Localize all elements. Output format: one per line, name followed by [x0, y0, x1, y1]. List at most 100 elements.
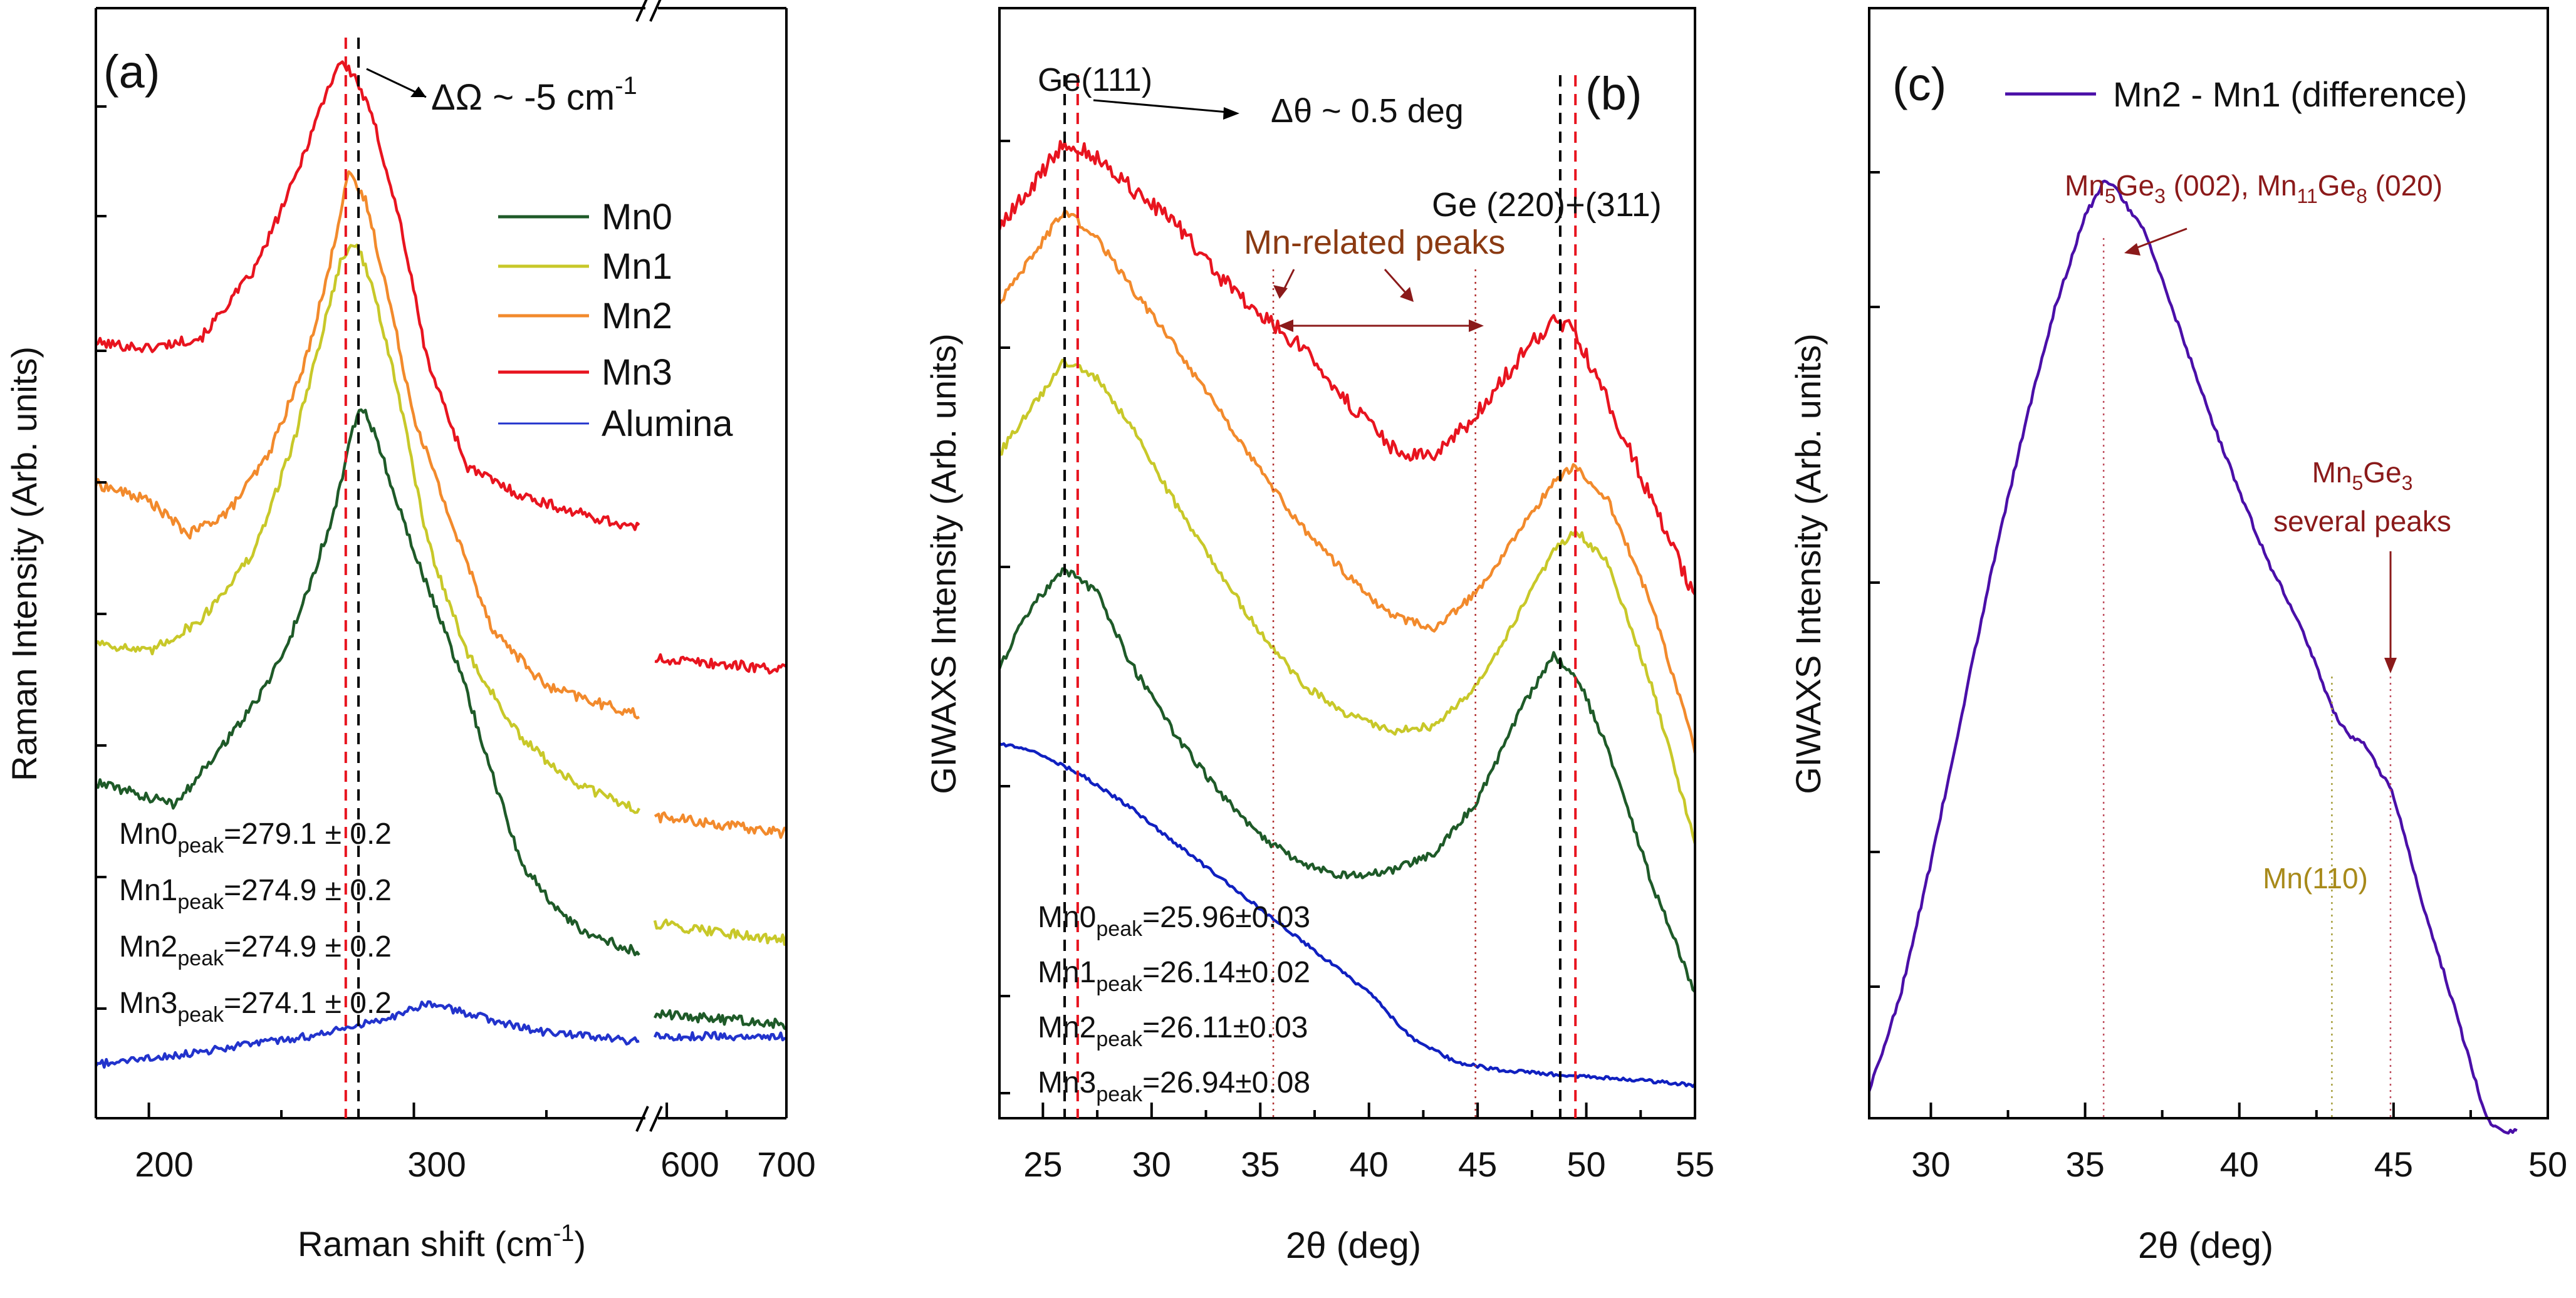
x-tick-label: 45	[2374, 1145, 2413, 1184]
x-tick-label: 55	[1676, 1145, 1714, 1184]
panel-c-ticks	[1869, 171, 2549, 1118]
panel-a-axis-break-bottom	[635, 1106, 663, 1132]
legend-label-difference: Mn2 - Mn1 (difference)	[2113, 75, 2467, 114]
panel-a-xlabel: Raman shift (cm-1)	[298, 1220, 586, 1264]
panel-a-xtick-label: 200	[135, 1145, 193, 1184]
arrow-head	[1400, 287, 1414, 302]
panel-b-delta-theta: Δθ ~ 0.5 deg	[1271, 92, 1464, 130]
panel-c-mn5ge3-several-2: several peaks	[2273, 505, 2451, 537]
panel-c-xtick-labels: 30 35 40 45 50	[1911, 1145, 2567, 1184]
series-mn3	[95, 60, 640, 531]
panel-b-ge220-label: Ge (220)+(311)	[1432, 186, 1662, 224]
x-tick-label: 50	[1567, 1145, 1605, 1184]
series-difference	[1867, 179, 2518, 1135]
panel-b-axes	[998, 7, 1696, 1119]
panel-c-reference-lines	[2102, 238, 2392, 1118]
x-tick-label: 30	[1911, 1145, 1950, 1184]
series-mn1	[999, 358, 1697, 844]
series-mn1	[95, 243, 640, 814]
annotation-arrow	[2129, 227, 2188, 252]
panel-a-delta-omega: ΔΩ ~ -5 cm-1	[431, 72, 637, 118]
panel-b-xlabel: 2θ (deg)	[1286, 1225, 1421, 1266]
series-alumina-segment-2	[653, 1031, 787, 1042]
series-mn3-segment-2	[654, 653, 788, 675]
panel-b: (b) Ge(111) Δθ ~ 0.5 deg Ge (220)+(311) …	[924, 7, 1714, 1266]
panel-a-ylabel: Raman Intensity (Arb. units)	[4, 346, 44, 781]
series-mn0	[95, 408, 640, 957]
axis-break-slash	[649, 0, 662, 22]
series-mn1-segment-2	[653, 918, 788, 946]
panel-a-xtick-label: 700	[757, 1145, 815, 1184]
panel-b-shift-arrow	[1093, 99, 1235, 114]
axis-break-slash	[649, 1106, 663, 1132]
panel-a-label: (a)	[103, 46, 160, 98]
arrow-head	[1278, 319, 1293, 332]
panel-a-curves	[94, 60, 788, 1069]
series-alumina	[999, 742, 1696, 1088]
series-mn2	[94, 170, 640, 720]
peak-value-mn2: Mn2peak=26.11±0.03	[1038, 1011, 1308, 1051]
panel-a-axis-break-top	[635, 0, 662, 22]
legend-label-alumina: Alumina	[602, 403, 733, 444]
panel-c-mn5ge3-annotation: Mn5Ge3 (002), Mn11Ge8 (020)	[2065, 169, 2443, 207]
arrow-head	[1273, 285, 1288, 299]
arrow-head	[410, 86, 426, 97]
axis-break-slash	[635, 1106, 649, 1132]
panel-b-xtick-labels: 25 30 35 40 45 50 55	[1023, 1145, 1714, 1184]
x-tick-label: 50	[2528, 1145, 2567, 1184]
panel-c-mn5ge3-several-1: Mn5Ge3	[2312, 456, 2413, 494]
legend-label-mn2: Mn2	[602, 296, 672, 336]
panel-b-peak-values: Mn0peak=25.96±0.03 Mn1peak=26.14±0.02 Mn…	[1038, 901, 1310, 1106]
arrow-head	[2384, 658, 2397, 673]
x-tick-label: 35	[2065, 1145, 2104, 1184]
panel-b-reference-lines	[1063, 75, 1577, 1118]
series-mn2	[998, 209, 1697, 754]
legend-label-mn0: Mn0	[602, 197, 672, 237]
panel-a-axes	[95, 7, 788, 1119]
panel-a-xtick-label: 600	[660, 1145, 719, 1184]
peak-value-mn0: Mn0peak=279.1 ± 0.2	[119, 818, 392, 858]
arrow-head	[1469, 319, 1484, 332]
x-tick-label: 45	[1458, 1145, 1497, 1184]
peak-value-mn3: Mn3peak=274.1 ± 0.2	[119, 987, 392, 1027]
peak-value-mn3: Mn3peak=26.94±0.08	[1038, 1066, 1310, 1106]
x-tick-label: 25	[1023, 1145, 1062, 1184]
x-tick-label: 30	[1132, 1145, 1171, 1184]
arrow-head	[1223, 107, 1239, 120]
panel-c-label: (c)	[1892, 58, 1946, 110]
series-mn2-segment-2	[654, 811, 788, 839]
panel-b-mn-related-label: Mn-related peaks	[1244, 224, 1505, 261]
panel-c-axes	[1868, 7, 2549, 1119]
panel-c-curves	[1867, 179, 2518, 1135]
panel-b-ylabel: GIWAXS Intensity (Arb. units)	[924, 333, 963, 794]
peak-value-mn2: Mn2peak=274.9 ± 0.2	[119, 930, 392, 970]
panel-c-xlabel: 2θ (deg)	[2138, 1225, 2273, 1266]
legend-label-mn3: Mn3	[602, 352, 672, 393]
panel-c-ylabel: GIWAXS Intensity (Arb. units)	[1788, 333, 1828, 794]
panel-b-ge111-label: Ge(111)	[1038, 62, 1152, 98]
panel-a-peak-annotation: ΔΩ ~ -5 cm-1	[366, 68, 637, 118]
panel-a-peak-values: Mn0peak=279.1 ± 0.2 Mn1peak=274.9 ± 0.2 …	[119, 818, 392, 1027]
peak-value-mn1: Mn1peak=274.9 ± 0.2	[119, 874, 392, 914]
panel-a-legend: Mn0 Mn1 Mn2 Mn3 Alumina	[498, 197, 733, 444]
peak-value-mn1: Mn1peak=26.14±0.02	[1038, 956, 1310, 996]
panel-c: (c) Mn2 - Mn1 (difference) Mn5Ge3 (002),…	[1788, 7, 2567, 1266]
series-mn0	[998, 567, 1696, 993]
panel-a-ticks	[96, 105, 788, 1118]
panel-b-curves	[998, 140, 1697, 1088]
panel-c-mn110-label: Mn(110)	[2263, 862, 2368, 895]
legend-label-mn1: Mn1	[602, 246, 672, 287]
axis-break-slash	[635, 0, 648, 22]
x-tick-label: 40	[1350, 1145, 1389, 1184]
x-tick-label: 40	[2220, 1145, 2259, 1184]
series-alumina	[95, 1000, 640, 1069]
panel-b-ticks	[999, 140, 1696, 1118]
peak-value-mn0: Mn0peak=25.96±0.03	[1038, 901, 1310, 941]
panel-b-label: (b)	[1585, 68, 1642, 120]
series-mn0-segment-2	[653, 1009, 787, 1031]
x-tick-label: 35	[1241, 1145, 1280, 1184]
arrow-head	[2124, 243, 2141, 256]
panel-a-xtick-label: 300	[407, 1145, 466, 1184]
series-mn3	[998, 140, 1696, 596]
